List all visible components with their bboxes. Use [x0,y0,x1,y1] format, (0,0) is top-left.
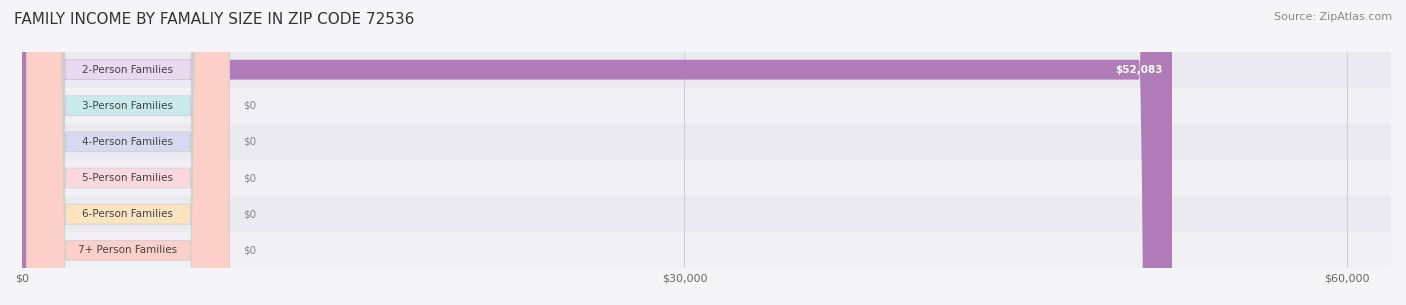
Text: $52,083: $52,083 [1116,65,1163,75]
Text: 3-Person Families: 3-Person Families [83,101,173,111]
Text: 5-Person Families: 5-Person Families [83,173,173,183]
FancyBboxPatch shape [22,160,1391,196]
Text: 2-Person Families: 2-Person Families [83,65,173,75]
FancyBboxPatch shape [27,0,229,305]
Text: $0: $0 [243,245,256,255]
FancyBboxPatch shape [22,196,1391,232]
FancyBboxPatch shape [27,0,229,305]
FancyBboxPatch shape [22,52,1391,88]
Text: $0: $0 [243,209,256,219]
FancyBboxPatch shape [27,0,229,305]
Text: $0: $0 [243,137,256,147]
FancyBboxPatch shape [22,0,1173,305]
FancyBboxPatch shape [27,0,229,305]
Text: $0: $0 [243,173,256,183]
FancyBboxPatch shape [27,0,229,305]
FancyBboxPatch shape [22,124,1391,160]
Text: 7+ Person Families: 7+ Person Families [79,245,177,255]
Text: FAMILY INCOME BY FAMALIY SIZE IN ZIP CODE 72536: FAMILY INCOME BY FAMALIY SIZE IN ZIP COD… [14,12,415,27]
Text: $0: $0 [243,101,256,111]
Text: Source: ZipAtlas.com: Source: ZipAtlas.com [1274,12,1392,22]
FancyBboxPatch shape [22,232,1391,268]
Text: 4-Person Families: 4-Person Families [83,137,173,147]
Text: 6-Person Families: 6-Person Families [83,209,173,219]
FancyBboxPatch shape [22,88,1391,124]
FancyBboxPatch shape [27,0,229,305]
